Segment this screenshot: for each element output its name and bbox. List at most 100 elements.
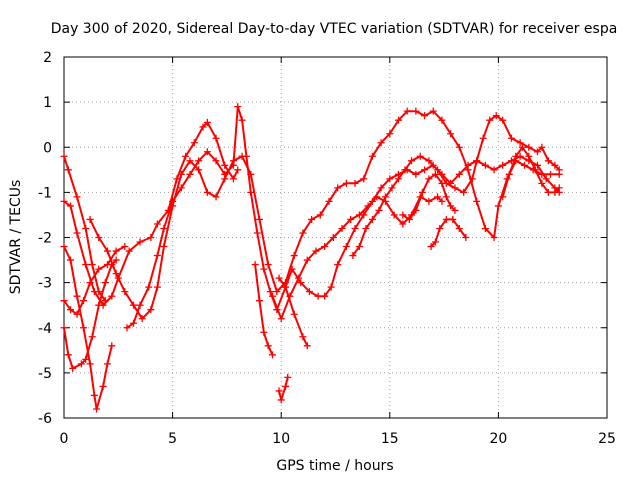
data-point [229,175,237,183]
series-line [401,173,456,221]
data-point [90,288,98,296]
series-line [126,105,561,329]
data-point [473,157,481,165]
data-point [80,324,88,332]
data-point [73,193,81,201]
data-point [447,130,455,138]
data-point [103,247,111,255]
data-point [64,166,72,174]
data-point [533,161,541,169]
x-tick-label: 10 [272,431,290,447]
y-tick-label: 2 [43,50,52,66]
data-point [403,107,411,115]
data-point [264,261,272,269]
data-point [199,123,207,131]
data-point [186,170,194,178]
data-point [67,202,75,210]
data-point [82,224,90,232]
data-point [429,107,437,115]
data-point [312,247,320,255]
data-point [299,333,307,341]
data-point [412,107,420,115]
data-point [67,256,75,264]
data-point [468,175,476,183]
data-point [86,279,94,287]
data-point [95,301,103,309]
data-point [421,112,429,120]
data-point [95,265,103,273]
series-arc-14 [427,215,470,251]
data-point [101,279,109,287]
data-point [394,116,402,124]
data-point [182,152,190,160]
data-point [375,206,383,214]
data-point [88,333,96,341]
series-line [89,110,561,320]
data-point [455,170,463,178]
data-point [275,387,283,395]
data-point [349,252,357,260]
data-point [342,243,350,251]
data-point [286,292,294,300]
data-point [355,211,363,219]
data-point [247,188,255,196]
data-point [490,166,498,174]
data-point [421,166,429,174]
data-point [80,297,88,305]
data-point [525,143,533,151]
data-point [451,206,459,214]
data-point [425,197,433,205]
data-point [394,175,402,183]
data-point [145,283,153,291]
data-point [427,243,435,251]
data-point [221,161,229,169]
data-point [399,211,407,219]
data-point [533,148,541,156]
data-point [153,283,161,291]
y-tick-label: -3 [38,276,52,292]
data-point [264,342,272,350]
data-point [153,220,161,228]
data-point [212,157,220,165]
data-point [325,197,333,205]
data-point [447,202,455,210]
data-point [238,116,246,124]
data-point [260,328,268,336]
data-point [190,139,198,147]
data-point [125,247,133,255]
data-point [351,224,359,232]
data-point [547,170,555,178]
data-point [425,175,433,183]
data-point [290,310,298,318]
data-point [64,351,72,359]
data-point [551,161,559,169]
data-point [266,288,274,296]
data-point [408,157,416,165]
data-point [86,360,94,368]
series-arc-1 [60,152,109,305]
data-point [60,152,68,160]
data-point [431,238,439,246]
data-point [438,116,446,124]
data-point [516,139,524,147]
data-point [481,161,489,169]
data-point [538,179,546,187]
series-arc-5 [60,256,120,372]
data-point [242,152,250,160]
data-point [153,252,161,260]
data-point [373,193,381,201]
series-line [254,263,274,356]
data-point [73,229,81,237]
data-point [234,166,242,174]
data-point [438,179,446,187]
chart-title: Day 300 of 2020, Sidereal Day-to-day VTE… [51,21,618,37]
data-point [412,206,420,214]
data-point [401,166,409,174]
data-point [77,360,85,368]
data-point [455,143,463,151]
y-tick-label: 1 [43,95,52,111]
data-point [203,188,211,196]
data-point [221,170,229,178]
series-arc-9 [275,274,311,350]
